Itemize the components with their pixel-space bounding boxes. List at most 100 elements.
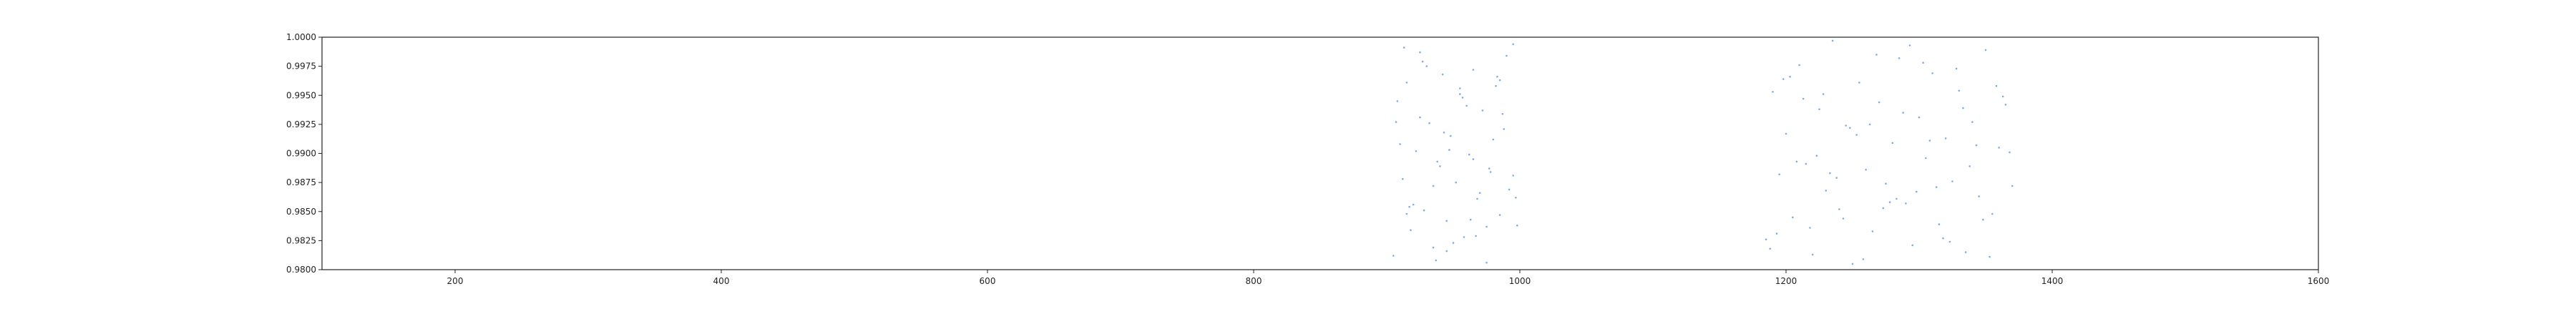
- data-point: [1452, 242, 1455, 244]
- data-point: [1405, 212, 1408, 215]
- data-point: [1851, 263, 1854, 265]
- data-point: [1489, 171, 1492, 173]
- data-point: [1908, 44, 1911, 46]
- data-point: [1916, 190, 1918, 193]
- data-point: [1423, 209, 1425, 212]
- y-tick-label: 0.9875: [286, 177, 316, 187]
- data-point: [1802, 97, 1805, 100]
- data-point: [1855, 134, 1858, 136]
- data-point: [1798, 64, 1800, 67]
- data-point: [1789, 75, 1791, 78]
- data-point: [1772, 91, 1774, 93]
- data-point: [1478, 192, 1481, 195]
- data-point: [1765, 238, 1767, 241]
- data-point: [1902, 112, 1904, 114]
- data-point: [1410, 229, 1412, 232]
- data-point: [1925, 157, 1927, 160]
- plot-area-frame: [321, 36, 2319, 270]
- data-point: [1984, 49, 1987, 52]
- x-tick-label: 1000: [1509, 276, 1531, 286]
- data-point: [1918, 116, 1921, 119]
- data-point: [1465, 104, 1468, 107]
- data-point: [1818, 108, 1820, 110]
- data-point: [1822, 93, 1825, 95]
- data-point: [1978, 195, 1980, 197]
- data-point: [1508, 188, 1511, 191]
- data-point: [2011, 185, 2014, 187]
- data-point: [1472, 69, 1475, 71]
- x-tick-label: 1400: [2041, 276, 2064, 286]
- data-point: [1439, 165, 1441, 167]
- data-point: [1865, 168, 1867, 171]
- data-point: [1495, 84, 1497, 87]
- data-point: [1402, 46, 1405, 49]
- data-point: [1871, 230, 1874, 232]
- x-tick-label: 800: [1246, 276, 1262, 286]
- data-point: [1998, 147, 2000, 149]
- data-point: [1436, 160, 1438, 163]
- data-point: [1469, 218, 1472, 221]
- y-tick-label: 0.9825: [286, 235, 316, 245]
- data-point: [1448, 149, 1450, 151]
- data-point: [1792, 216, 1794, 219]
- data-point: [1875, 54, 1878, 56]
- data-point: [1829, 172, 1831, 175]
- data-point: [1931, 72, 1933, 74]
- data-point: [1955, 67, 1958, 70]
- data-point: [1896, 197, 1898, 200]
- data-point: [1515, 197, 1517, 199]
- data-point: [1498, 214, 1501, 216]
- data-point: [1455, 181, 1457, 184]
- data-point: [1995, 84, 1998, 87]
- data-point: [1498, 79, 1501, 82]
- data-point: [1849, 127, 1851, 129]
- data-point: [1512, 43, 1514, 46]
- data-point: [1775, 232, 1778, 235]
- data-point: [1942, 237, 1944, 240]
- data-point: [1778, 173, 1780, 176]
- y-tick-label: 0.9925: [286, 119, 316, 129]
- data-point: [1962, 107, 1964, 109]
- x-axis-ticks: 200 400 600 800 1000 1200 1400 1600: [447, 270, 2330, 286]
- data-point: [1805, 162, 1807, 165]
- data-point: [1501, 113, 1504, 115]
- data-point: [1503, 128, 1505, 130]
- data-point: [1419, 51, 1421, 54]
- data-point: [1845, 124, 1847, 127]
- data-points: [1392, 39, 2014, 265]
- data-point: [1425, 65, 1428, 67]
- data-point: [1868, 123, 1871, 126]
- data-point: [1481, 109, 1484, 112]
- data-point: [1971, 121, 1974, 123]
- data-point: [1975, 144, 1978, 147]
- data-point: [1769, 247, 1771, 250]
- data-point: [1421, 60, 1424, 63]
- y-tick-label: 0.9900: [286, 149, 316, 159]
- x-tick-label: 1600: [2308, 276, 2330, 286]
- data-point: [1882, 207, 1885, 210]
- data-point: [1815, 154, 1818, 157]
- data-point: [1441, 73, 1444, 76]
- y-tick-label: 0.9975: [286, 62, 316, 72]
- data-point: [1472, 158, 1475, 160]
- data-point: [1938, 223, 1941, 225]
- data-point: [1405, 82, 1408, 84]
- data-point: [1496, 75, 1498, 78]
- data-point: [1982, 218, 1984, 221]
- data-point: [1395, 121, 1397, 123]
- data-point: [1428, 122, 1430, 124]
- data-point: [1878, 101, 1880, 104]
- data-point: [1408, 205, 1410, 208]
- data-point: [1858, 82, 1860, 84]
- data-point: [1450, 134, 1452, 137]
- data-point: [1396, 100, 1399, 102]
- data-point: [1435, 259, 1438, 262]
- data-point: [1838, 208, 1840, 210]
- data-point: [1809, 227, 1811, 229]
- data-point: [1958, 89, 1961, 92]
- data-point: [1951, 180, 1953, 182]
- data-point: [1991, 212, 1994, 215]
- y-tick-label: 0.9950: [286, 90, 316, 100]
- data-point: [1891, 142, 1894, 144]
